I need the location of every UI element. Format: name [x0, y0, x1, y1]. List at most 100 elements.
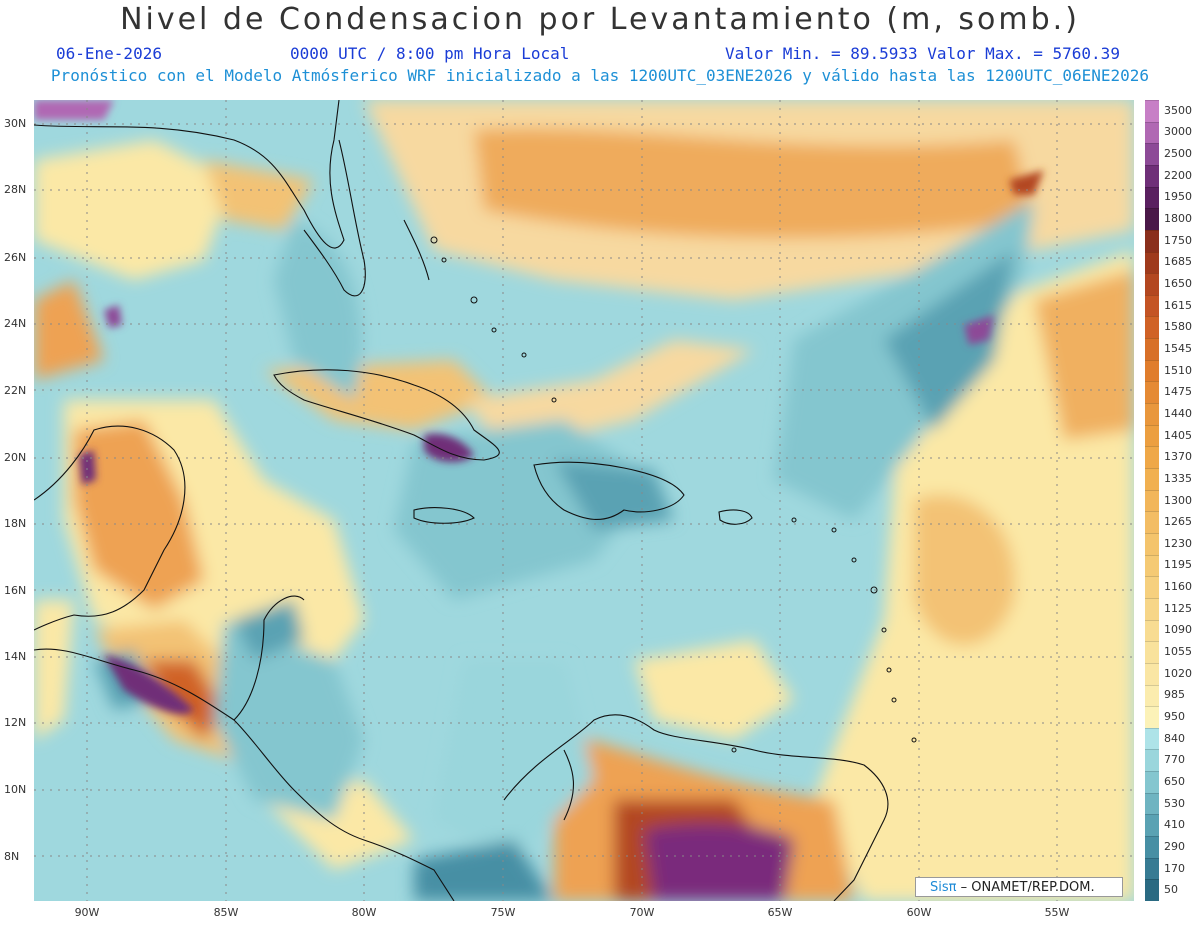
colorbar-segment — [1145, 749, 1159, 772]
colorbar-label: 1800 — [1164, 212, 1192, 226]
colorbar-label: 1545 — [1164, 341, 1192, 355]
lat-label: 8N — [4, 850, 20, 863]
colorbar-segment — [1145, 662, 1159, 685]
colorbar-label: 1440 — [1164, 406, 1192, 420]
colorbar-label: 2500 — [1164, 147, 1192, 161]
colorbar-label: 1125 — [1164, 601, 1192, 615]
colorbar-label: 1650 — [1164, 277, 1192, 290]
colorbar-segment — [1145, 836, 1159, 859]
sispi-logo: Sisπ — [930, 880, 957, 895]
colorbar-label: 840 — [1164, 731, 1185, 745]
colorbar-label: 1230 — [1164, 536, 1192, 550]
colorbar-label: 1195 — [1164, 558, 1192, 572]
lat-label: 30N — [4, 117, 27, 130]
colorbar-segment — [1145, 619, 1159, 642]
colorbar-segment — [1145, 143, 1159, 166]
coastlines — [34, 100, 889, 901]
lon-label: 60W — [906, 906, 932, 919]
colorbar-segment — [1145, 532, 1159, 556]
colorbar-label: 2200 — [1164, 168, 1192, 182]
lat-label: 22N — [4, 384, 27, 397]
lat-label: 26N — [4, 251, 27, 264]
credit-text: – ONAMET/REP.DOM. — [956, 880, 1095, 895]
colorbar-segment — [1145, 424, 1159, 447]
credit-box: Sisπ – ONAMET/REP.DOM. — [915, 877, 1123, 897]
lat-label: 28N — [4, 183, 27, 196]
lon-label: 65W — [767, 906, 793, 919]
colorbar-segment — [1145, 381, 1159, 404]
colorbar-label: 1090 — [1164, 623, 1192, 637]
lon-label: 90W — [74, 906, 100, 919]
colorbar-segment — [1145, 879, 1159, 902]
colorbar-label: 1405 — [1164, 428, 1192, 442]
colorbar-segment — [1145, 857, 1159, 880]
colorbar-label: 290 — [1164, 839, 1185, 853]
colorbar-segment — [1145, 403, 1159, 426]
colorbar-segment — [1145, 641, 1159, 664]
colorbar-segment — [1145, 684, 1159, 707]
colorbar-label: 50 — [1164, 883, 1178, 897]
islands — [430, 236, 917, 753]
colorbar-label: 950 — [1164, 709, 1185, 723]
lat-label: 16N — [4, 584, 27, 597]
colorbar-label: 1475 — [1164, 385, 1192, 399]
lon-label: 80W — [351, 906, 377, 919]
lon-label: 75W — [490, 906, 516, 919]
colorbar-segment — [1145, 706, 1159, 729]
colorbar-label: 1950 — [1164, 190, 1192, 204]
colorbar-segment — [1145, 792, 1159, 815]
map-area — [34, 100, 1134, 901]
lat-label: 12N — [4, 716, 27, 729]
colorbar-segment — [1145, 273, 1159, 296]
colorbar-segment — [1145, 208, 1159, 231]
colorbar-segment — [1145, 446, 1159, 469]
forecast-subtitle: Pronóstico con el Modelo Atmósferico WRF… — [50, 66, 1150, 85]
lat-label: 14N — [4, 650, 27, 663]
minmax-label: Valor Min. = 89.5933 Valor Max. = 5760.3… — [725, 44, 1120, 63]
lat-label: 24N — [4, 317, 27, 330]
date-label: 06-Ene-2026 — [56, 44, 162, 63]
page-title: Nivel de Condensacion por Levantamiento … — [120, 2, 1080, 37]
colorbar-segment — [1145, 100, 1159, 123]
colorbar-label: 1055 — [1164, 645, 1192, 659]
colorbar-segment — [1145, 229, 1159, 253]
colorbar-label: 1265 — [1164, 515, 1192, 529]
colorbar-segment — [1145, 511, 1159, 534]
colorbar-label: 1335 — [1164, 471, 1192, 485]
colorbar-label: 1510 — [1164, 363, 1192, 377]
colorbar-label: 1370 — [1164, 450, 1192, 464]
time-label: 0000 UTC / 8:00 pm Hora Local — [290, 44, 570, 63]
lat-label: 10N — [4, 783, 27, 796]
colorbar-segment — [1145, 121, 1159, 144]
colorbar-segment — [1145, 576, 1159, 599]
lon-label: 70W — [629, 906, 655, 919]
colorbar-label: 1685 — [1164, 255, 1192, 269]
lcl-field-map — [34, 100, 1134, 901]
colorbar-label: 170 — [1164, 861, 1185, 875]
colorbar-label: 1615 — [1164, 298, 1192, 312]
colorbar-segment — [1145, 597, 1159, 621]
colorbar-segment — [1145, 359, 1159, 382]
shaded-field — [34, 100, 1134, 901]
colorbar-segment — [1145, 727, 1159, 750]
colorbar-segment — [1145, 814, 1159, 837]
lon-label: 55W — [1044, 906, 1070, 919]
lon-label: 85W — [213, 906, 239, 919]
colorbar-segment — [1145, 164, 1159, 188]
colorbar-label: 985 — [1164, 688, 1185, 702]
colorbar — [1145, 100, 1159, 902]
colorbar-segment — [1145, 294, 1159, 317]
colorbar-label: 650 — [1164, 774, 1185, 788]
colorbar-segment — [1145, 316, 1159, 339]
colorbar-label: 1750 — [1164, 233, 1192, 247]
colorbar-segment — [1145, 489, 1159, 512]
colorbar-segment — [1145, 468, 1159, 491]
lat-label: 20N — [4, 451, 27, 464]
colorbar-segment — [1145, 338, 1159, 361]
colorbar-segment — [1145, 554, 1159, 577]
colorbar-label: 1580 — [1164, 320, 1192, 334]
colorbar-segment — [1145, 251, 1159, 274]
lat-label: 18N — [4, 517, 27, 530]
colorbar-label: 3500 — [1164, 103, 1192, 117]
colorbar-label: 1020 — [1164, 666, 1192, 680]
